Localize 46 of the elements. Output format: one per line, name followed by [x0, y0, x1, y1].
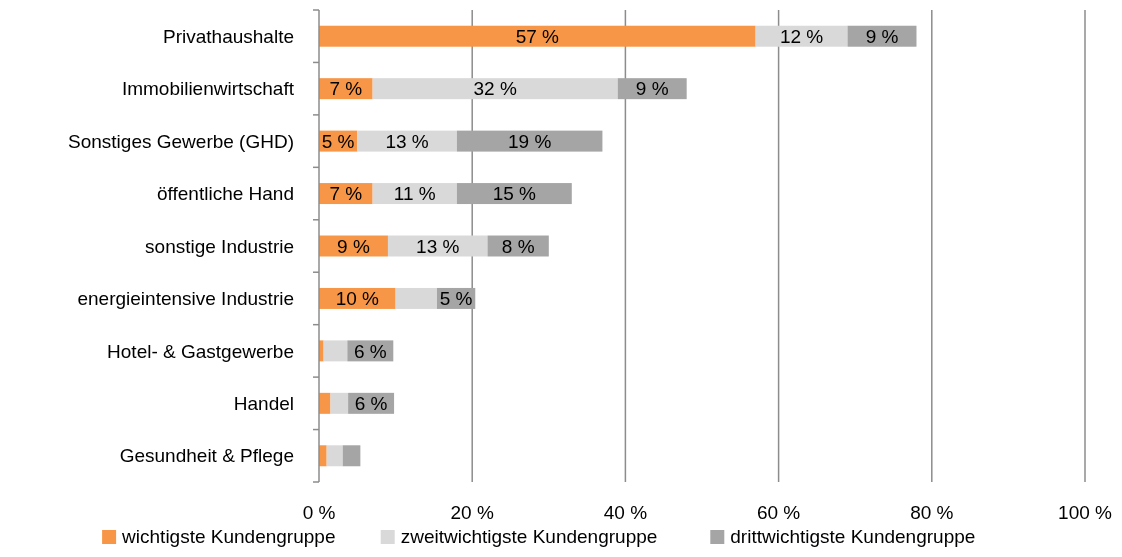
data-label: 9 %: [865, 25, 899, 47]
data-label: 9 %: [635, 78, 669, 100]
x-tick-label: 100 %: [1058, 502, 1113, 523]
data-label: 9 %: [337, 235, 370, 257]
legend-label: drittwichtigste Kundengruppe: [730, 526, 976, 547]
data-label: 19 %: [507, 130, 552, 152]
x-tick-label: 80 %: [910, 502, 954, 523]
bar: [395, 287, 437, 309]
data-label: 32 %: [473, 78, 517, 100]
x-tick-label: 40 %: [603, 502, 648, 523]
x-tick-label: 0 %: [302, 502, 336, 523]
bar: [372, 78, 618, 100]
bar: [323, 340, 348, 362]
bar: [326, 445, 343, 467]
data-label: 12 %: [779, 25, 824, 47]
x-tick-label: 20 %: [450, 502, 494, 523]
data-label: 6 %: [354, 392, 388, 414]
y-tick-label: Gesundheit & Pflege: [119, 445, 294, 467]
data-label: 10 %: [335, 288, 380, 310]
data-label: 13 %: [416, 235, 460, 257]
data-label: 11 %: [393, 183, 436, 205]
bar: [456, 130, 603, 152]
bar: [319, 25, 756, 47]
data-label: 8 %: [501, 235, 535, 257]
data-label: 15 %: [492, 183, 537, 205]
data-label: 6 %: [353, 340, 387, 362]
y-tick-label: Privathaushalte: [163, 25, 294, 47]
y-tick-label: öffentliche Hand: [157, 183, 294, 205]
legend-label: zweitwichtigste Kundengruppe: [400, 526, 658, 547]
bar: [330, 392, 349, 414]
data-label: 57 %: [515, 25, 560, 47]
legend-label: wichtigste Kundengruppe: [121, 526, 336, 547]
y-tick-label: Hotel- & Gastgewerbe: [107, 340, 294, 362]
bar: [319, 445, 327, 467]
data-label: 13 %: [385, 130, 429, 152]
y-tick-label: sonstige Industrie: [145, 235, 294, 257]
data-label: 5 %: [321, 130, 355, 152]
y-tick-label: Sonstiges Gewerbe (GHD): [68, 130, 294, 152]
bar: [342, 445, 361, 467]
y-tick-label: energieintensive Industrie: [77, 288, 294, 310]
y-tick-label: Immobilienwirtschaft: [121, 78, 295, 100]
x-tick-label: 60 %: [756, 502, 801, 523]
data-label: 7 %: [329, 78, 363, 100]
data-label: 7 %: [329, 183, 363, 205]
y-tick-label: Handel: [233, 392, 294, 414]
data-label: 5 %: [439, 288, 473, 310]
